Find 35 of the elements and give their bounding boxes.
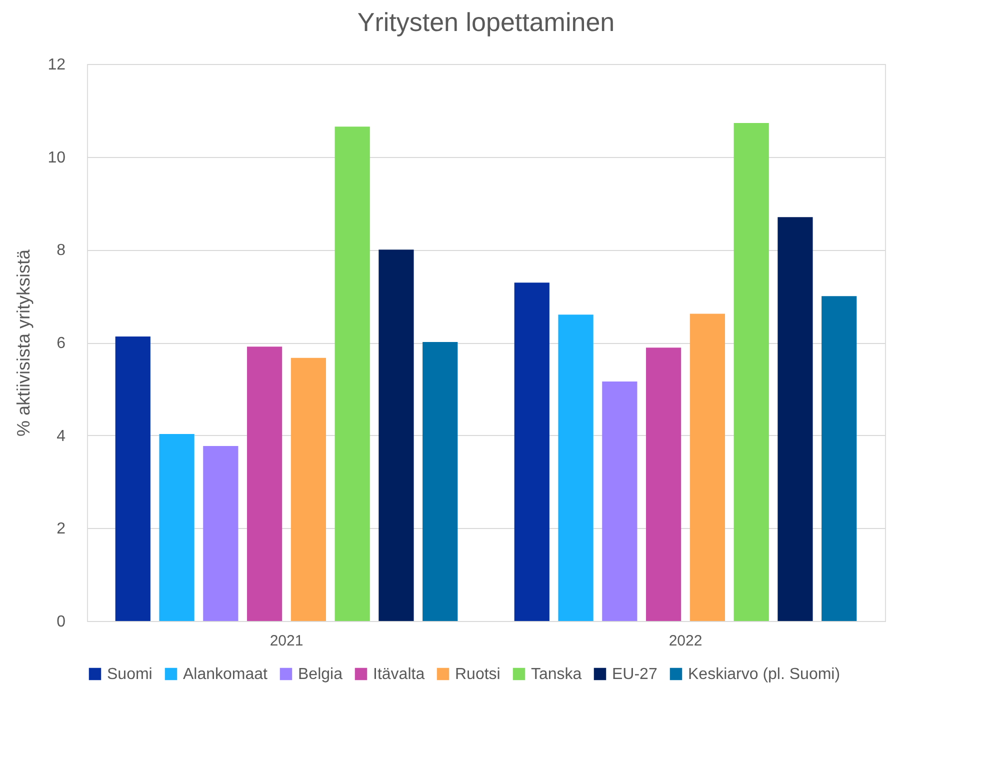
bar xyxy=(247,346,282,621)
legend-label: Keskiarvo (pl. Suomi) xyxy=(688,666,840,683)
bar xyxy=(558,314,594,621)
legend-label: Itävalta xyxy=(373,666,425,683)
bar xyxy=(822,296,857,621)
bar xyxy=(690,314,725,621)
y-tick-label: 10 xyxy=(48,149,66,166)
bar xyxy=(115,336,150,621)
bar xyxy=(422,342,458,621)
bar xyxy=(514,282,550,621)
bar xyxy=(203,446,238,621)
y-tick-label: 12 xyxy=(48,56,66,74)
y-tick-label: 8 xyxy=(56,242,66,260)
y-axis-title: % aktiivisista yrityksistä xyxy=(14,248,34,437)
legend-label: Belgia xyxy=(298,666,343,683)
bar xyxy=(734,122,769,621)
legend-label: Ruotsi xyxy=(455,666,500,683)
x-tick-label: 2021 xyxy=(270,632,304,650)
x-tick-label: 2022 xyxy=(668,632,702,650)
bar xyxy=(646,348,682,621)
legend-label: Suomi xyxy=(107,666,152,683)
legend-label: EU-27 xyxy=(612,666,658,683)
bar xyxy=(159,434,194,621)
bar xyxy=(602,381,638,621)
legend-label: Alankomaat xyxy=(183,666,268,683)
bar xyxy=(290,358,326,621)
bar xyxy=(334,126,370,621)
bar xyxy=(378,250,414,621)
chart-title: Yritysten lopettaminen xyxy=(357,7,615,37)
bar xyxy=(778,217,813,621)
y-tick-label: 2 xyxy=(56,520,66,538)
y-tick-label: 0 xyxy=(56,614,66,630)
legend-label: Tanska xyxy=(531,666,582,683)
y-tick-label: 4 xyxy=(56,428,66,445)
y-tick-label: 6 xyxy=(56,335,66,352)
